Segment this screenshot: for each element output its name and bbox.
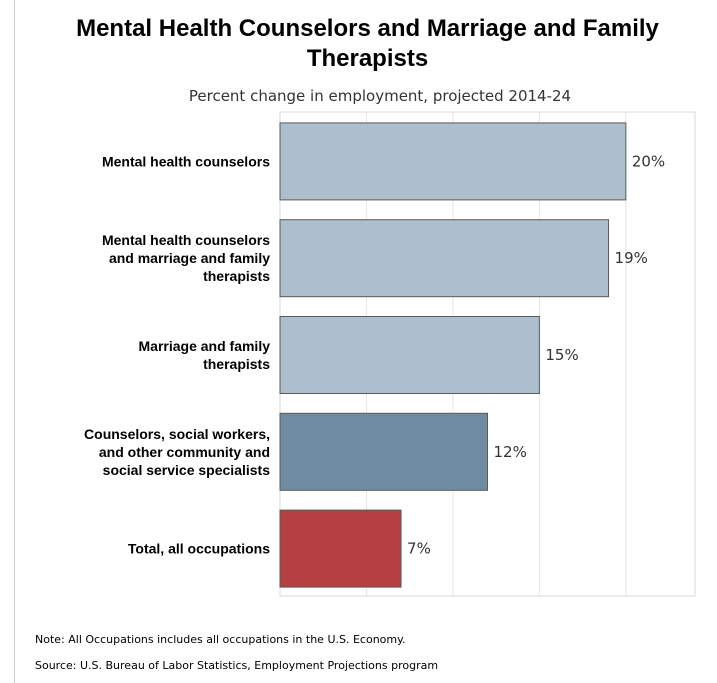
category-label-line: Mental health counselors: [102, 232, 270, 248]
category-label-line: and marriage and family: [109, 250, 270, 266]
category-label: Mental health counselors: [102, 153, 270, 169]
chart-note: Note: All Occupations includes all occup…: [35, 633, 406, 646]
bar: [279, 316, 540, 394]
category-label-line: Total, all occupations: [128, 541, 270, 557]
category-label-line: Mental health counselors: [102, 153, 270, 169]
bar: [279, 412, 488, 491]
category-label-line: and other community and: [99, 444, 270, 460]
data-label: 20%: [632, 152, 665, 170]
category-label: Total, all occupations: [128, 541, 270, 557]
category-label: Counselors, social workers, and other com…: [84, 426, 270, 478]
chart-title: Mental Health Counselors and Marriage an…: [76, 15, 659, 72]
bar: [279, 122, 627, 201]
chart-subtitle: Percent change in employment, projected …: [188, 87, 572, 105]
data-label: 7%: [407, 540, 431, 558]
data-label: 19%: [615, 249, 648, 267]
bar-layer: [279, 122, 627, 588]
category-label: Mental health counselors and marriage and…: [102, 232, 270, 284]
data-label: 12%: [494, 443, 527, 461]
category-label-line: social service specialists: [103, 462, 271, 478]
bar: [279, 219, 610, 298]
category-label-line: Marriage and family: [139, 338, 271, 354]
bar: [279, 509, 402, 588]
chart-source: Source: U.S. Bureau of Labor Statistics,…: [35, 659, 439, 672]
chart-frame: [14, 0, 717, 683]
category-label-line: therapists: [203, 268, 270, 284]
category-label-line: Counselors, social workers,: [84, 426, 270, 442]
data-label: 15%: [545, 346, 578, 364]
category-label-line: therapists: [203, 356, 270, 372]
label-layer: 20% Mental health counselors 19% Mental hea…: [84, 152, 665, 557]
category-label: Marriage and family therapists: [139, 338, 271, 372]
